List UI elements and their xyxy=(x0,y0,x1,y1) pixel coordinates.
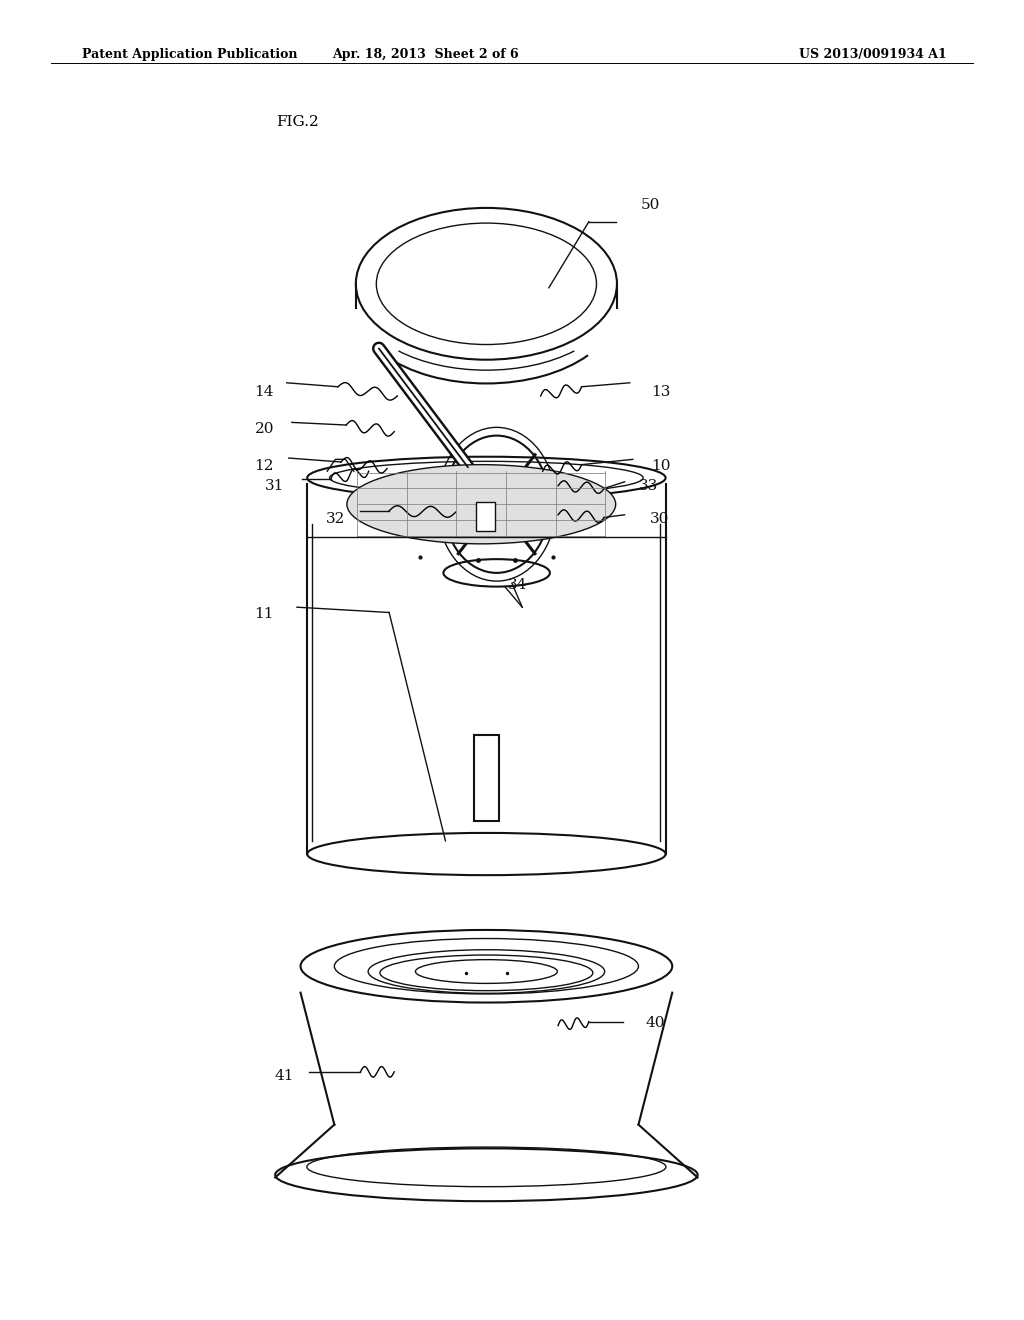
Text: 31: 31 xyxy=(265,479,284,492)
Text: 50: 50 xyxy=(641,198,659,211)
Text: 13: 13 xyxy=(651,385,670,399)
Text: 30: 30 xyxy=(650,512,669,525)
Text: Patent Application Publication: Patent Application Publication xyxy=(82,48,297,61)
Text: 33: 33 xyxy=(639,479,657,492)
Text: 20: 20 xyxy=(254,422,274,436)
Text: 34: 34 xyxy=(508,578,526,591)
Bar xyxy=(474,735,499,821)
Text: US 2013/0091934 A1: US 2013/0091934 A1 xyxy=(800,48,947,61)
Text: 12: 12 xyxy=(254,459,274,473)
Text: 41: 41 xyxy=(274,1069,295,1082)
Bar xyxy=(476,502,495,531)
Text: 40: 40 xyxy=(645,1016,666,1030)
Text: 32: 32 xyxy=(327,512,345,525)
Text: 14: 14 xyxy=(254,385,274,399)
Text: Apr. 18, 2013  Sheet 2 of 6: Apr. 18, 2013 Sheet 2 of 6 xyxy=(332,48,518,61)
Ellipse shape xyxy=(347,465,615,544)
Text: 11: 11 xyxy=(254,607,274,620)
Text: 10: 10 xyxy=(650,459,671,473)
Text: FIG.2: FIG.2 xyxy=(276,115,319,129)
